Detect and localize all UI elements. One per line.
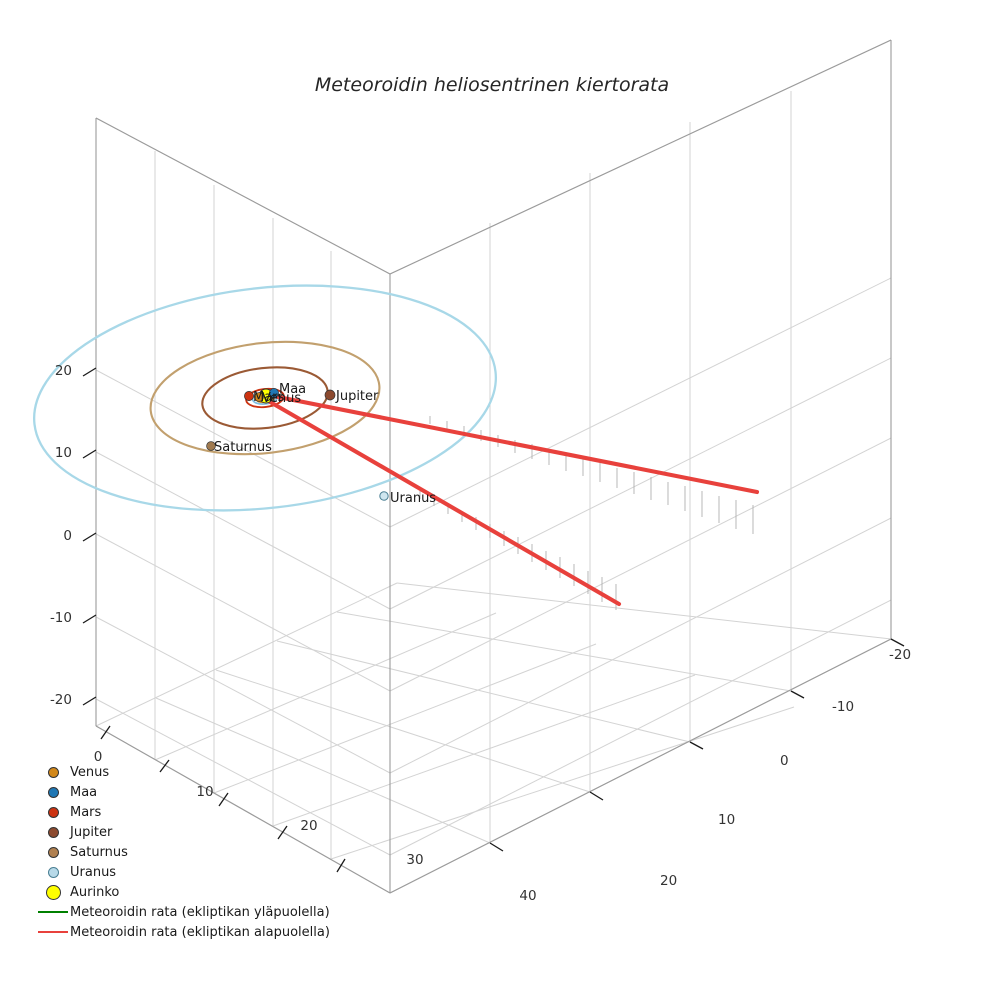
z-tick: 0 xyxy=(63,528,72,544)
y-tick: 10 xyxy=(718,812,735,828)
meteoroid-branch-lower xyxy=(262,396,622,607)
marker-jupiter xyxy=(324,389,336,401)
marker-mars xyxy=(244,391,254,401)
z-tick: -20 xyxy=(50,692,72,708)
label-saturnus: Saturnus xyxy=(214,440,272,455)
planet-markers xyxy=(206,388,389,501)
x-tick: 30 xyxy=(406,852,423,868)
y-tick: -20 xyxy=(889,647,911,663)
label-venus: Venus xyxy=(262,391,301,406)
legend-item-maa[interactable]: Maa xyxy=(36,782,366,802)
line-marker-icon xyxy=(36,922,70,942)
legend-item-jupiter[interactable]: Jupiter xyxy=(36,822,366,842)
legend-label: Uranus xyxy=(70,864,117,880)
y-tick: 20 xyxy=(660,873,677,889)
axis-ticks xyxy=(82,367,905,873)
label-mars: Mars xyxy=(253,390,285,405)
circle-marker-icon xyxy=(36,782,70,802)
body-labels: Mars Venus Maa Jupiter Saturnus Uranus xyxy=(214,382,436,506)
line-marker-icon xyxy=(36,902,70,922)
x-tick: 20 xyxy=(300,818,317,834)
axes-panes xyxy=(96,40,891,893)
circle-marker-icon xyxy=(36,822,70,842)
x-tick: 10 xyxy=(196,784,213,800)
marker-venus xyxy=(254,392,264,402)
legend-label: Saturnus xyxy=(70,844,128,860)
circle-marker-icon xyxy=(36,882,70,902)
legend-item-saturnus[interactable]: Saturnus xyxy=(36,842,366,862)
legend-label: Jupiter xyxy=(70,824,113,840)
label-jupiter: Jupiter xyxy=(335,389,379,404)
x-axis-tick-labels: 0 10 20 30 40 xyxy=(94,749,537,904)
z-tick: 10 xyxy=(55,445,72,461)
legend-item-mars[interactable]: Mars xyxy=(36,802,366,822)
marker-maa xyxy=(269,388,279,398)
label-maa: Maa xyxy=(279,382,306,397)
page-title: Meteoroidin heliosentrinen kiertorata xyxy=(314,74,670,96)
legend-label: Aurinko xyxy=(70,884,120,900)
legend-item-track-below-ecliptic[interactable]: Meteoroidin rata (ekliptikan alapuolella… xyxy=(36,922,366,942)
legend-label: Meteoroidin rata (ekliptikan alapuolella… xyxy=(70,924,330,940)
z-tick: -10 xyxy=(50,610,72,626)
circle-marker-icon xyxy=(36,862,70,882)
marker-saturnus xyxy=(206,441,216,451)
y-axis-tick-labels: -20 -10 0 10 20 xyxy=(660,647,911,889)
circle-marker-icon xyxy=(36,762,70,782)
legend-item-uranus[interactable]: Uranus xyxy=(36,862,366,882)
axes-spines xyxy=(95,39,892,894)
orbit-saturnus xyxy=(149,340,381,456)
meteoroid-track-below-ecliptic xyxy=(260,391,760,607)
circle-marker-icon xyxy=(36,842,70,862)
orbit-uranus xyxy=(33,284,497,512)
z-axis-tick-labels: 20 10 0 -10 -20 xyxy=(50,363,72,708)
y-tick: -10 xyxy=(832,699,854,715)
x-tick: 40 xyxy=(519,888,536,904)
marker-uranus xyxy=(379,491,389,501)
y-tick: 0 xyxy=(780,753,789,769)
x-tick: 0 xyxy=(94,749,103,765)
legend-item-track-above-ecliptic[interactable]: Meteoroidin rata (ekliptikan yläpuolella… xyxy=(36,902,366,922)
legend: Venus Maa Mars Jupiter Saturnus xyxy=(36,762,366,942)
meteoroid-branch-upper xyxy=(260,391,760,495)
z-tick: 20 xyxy=(55,363,72,379)
legend-item-venus[interactable]: Venus xyxy=(36,762,366,782)
legend-label: Meteoroidin rata (ekliptikan yläpuolella… xyxy=(70,904,330,920)
legend-label: Venus xyxy=(70,764,110,780)
legend-label: Maa xyxy=(70,784,98,800)
meteoroid-stems-upper xyxy=(429,416,754,534)
label-uranus: Uranus xyxy=(390,491,436,506)
circle-marker-icon xyxy=(36,802,70,822)
legend-item-aurinko[interactable]: Aurinko xyxy=(36,882,366,902)
legend-label: Mars xyxy=(70,804,102,820)
